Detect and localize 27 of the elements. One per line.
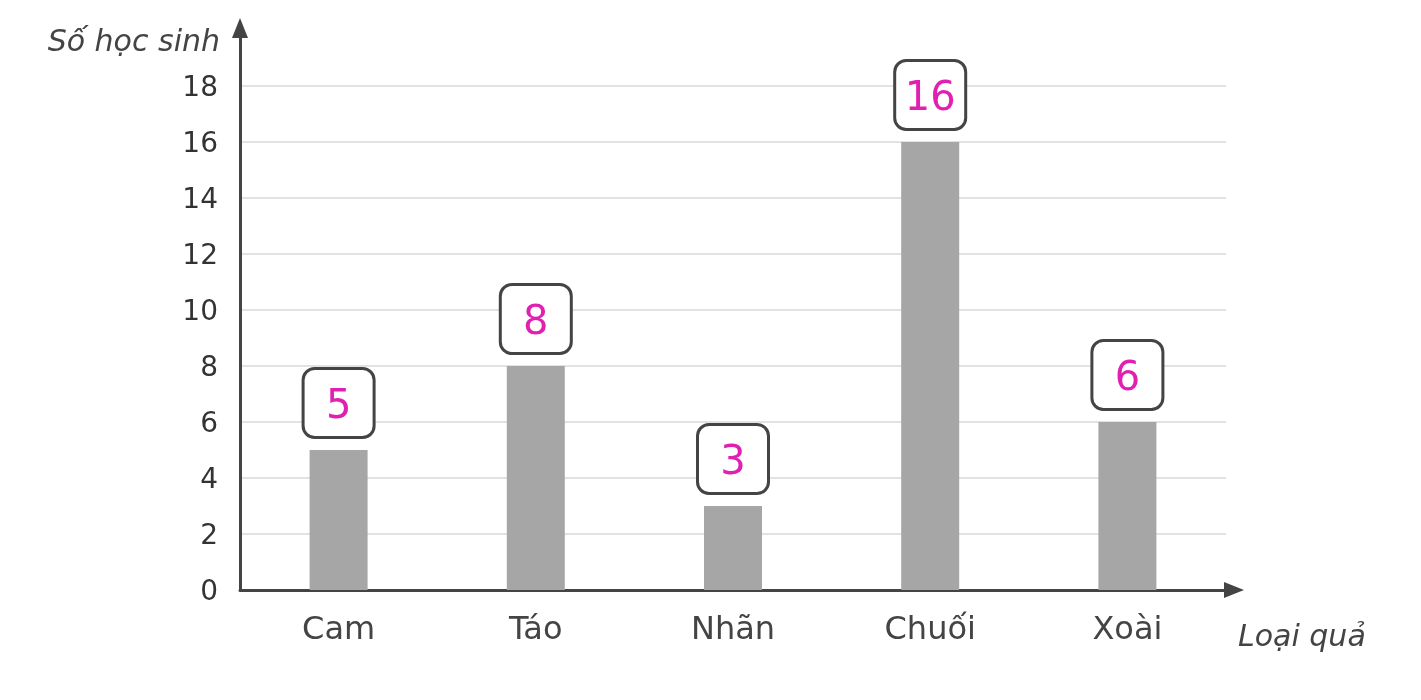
y-tick-label: 10 [182,293,218,327]
y-tick-label: 16 [182,125,218,159]
data-label: 16 [904,73,956,119]
x-tick-label: Chuối [884,609,976,647]
data-label: 3 [720,437,746,483]
bar [1098,422,1157,590]
x-tick-label: Nhãn [690,609,776,647]
data-label: 5 [325,381,352,427]
x-tick-label: Táo [508,609,563,647]
data-label: 8 [523,297,549,343]
x-tick-label: Cam [302,609,376,647]
data-label: 6 [1114,353,1141,399]
bar [704,506,762,590]
y-tick-label: 14 [182,181,218,215]
bar [506,366,565,590]
y-axis-title: Số học sinh [47,22,220,58]
y-tick-label: 0 [200,573,218,607]
x-axis-title: Loại quả [1238,617,1366,653]
y-tick-label: 18 [182,69,218,103]
x-tick-label: Xoài [1092,609,1163,647]
y-tick-label: 12 [182,237,218,271]
y-tick-label: 6 [200,405,218,439]
y-tick-label: 8 [200,349,218,383]
bar [309,450,368,590]
bar [901,142,960,590]
y-tick-label: 4 [200,461,218,495]
y-tick-label: 2 [200,517,218,551]
